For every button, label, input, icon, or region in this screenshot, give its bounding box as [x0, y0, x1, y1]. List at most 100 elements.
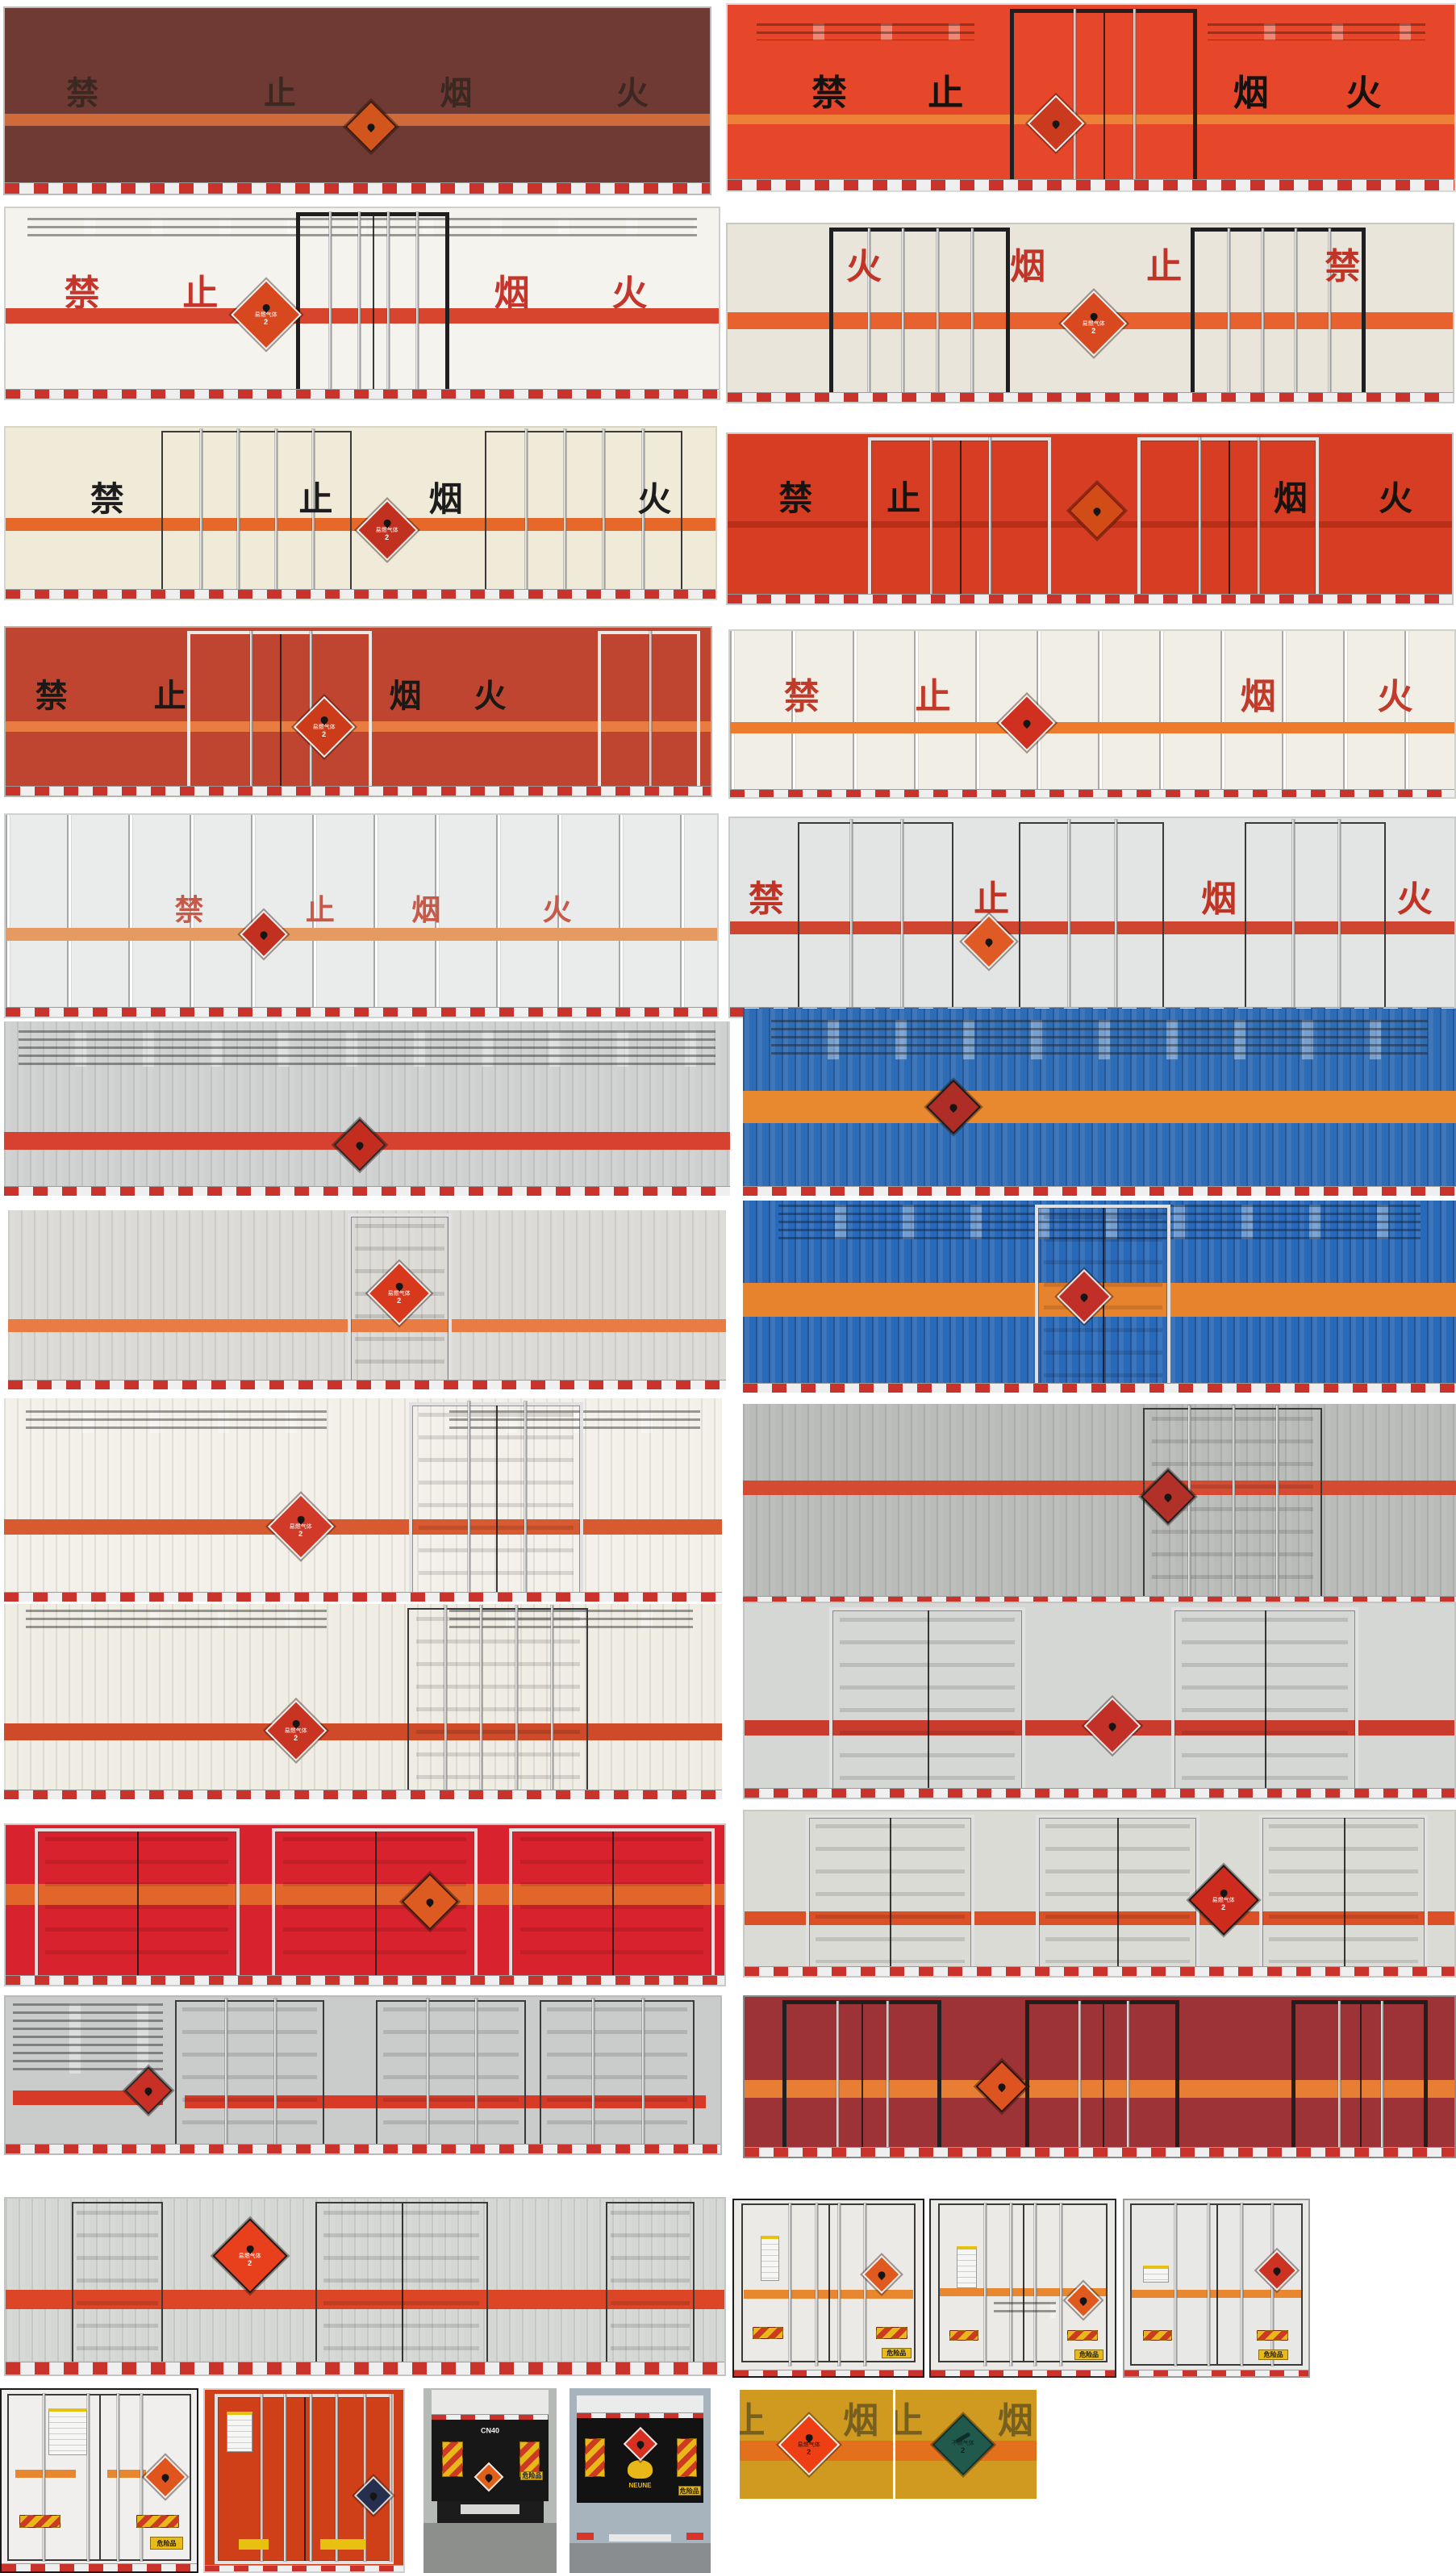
placard-content: 不燃气体 2 — [952, 2431, 974, 2454]
placard-content: 易燃气体 2 — [313, 714, 336, 737]
door-lock-rod — [310, 2393, 313, 2561]
door-seam — [279, 634, 282, 789]
cargo-door — [1259, 1815, 1429, 1973]
door-lock-rod — [284, 2393, 287, 2561]
door-lock-rod — [1257, 437, 1260, 600]
road — [569, 2543, 711, 2573]
door-lock-rod — [1380, 2001, 1383, 2153]
panel-text-character: 禁 — [778, 478, 813, 517]
panel-text-character: 烟 — [440, 75, 473, 111]
placard-content — [1162, 1491, 1174, 1502]
door-lock-rod — [837, 2203, 841, 2366]
panel-text-character: 禁 — [811, 73, 848, 114]
panel-text-character: 止 — [305, 892, 335, 926]
door-lock-rod — [312, 429, 315, 597]
cargo-door — [34, 1827, 240, 1982]
door-slats — [77, 2210, 158, 2363]
cargo-door — [1129, 2203, 1304, 2366]
reflective-strip — [4, 1790, 722, 1799]
door-lock-rod — [591, 1999, 594, 2152]
placard-content — [1091, 505, 1103, 516]
side-panel-2-left-white: 禁 止 烟 火易燃气体 2 — [4, 207, 720, 400]
door-lock-rod — [525, 429, 528, 597]
reflective-strip — [6, 2144, 720, 2153]
corrugation-texture — [743, 1404, 1456, 1606]
reflective-strip — [728, 179, 1454, 190]
hazard-stripe — [8, 1319, 726, 1332]
door-seam — [959, 441, 962, 597]
placard-content — [483, 2471, 494, 2483]
door-lock-rod — [1337, 820, 1341, 1015]
door-lock-rod — [1073, 9, 1076, 186]
reflective-strip — [5, 182, 710, 194]
door-lock-rod — [1240, 2203, 1243, 2366]
lock-rod-texture — [730, 631, 1454, 797]
panel-text-character: 止 — [974, 879, 1010, 919]
hazard-diamond-placard: 易燃气体 2 — [1060, 290, 1127, 357]
door-lock-rod — [515, 1606, 519, 1798]
hazard-diamond-placard — [1083, 1697, 1141, 1755]
chevron-marking — [1066, 2330, 1099, 2341]
placard-content: 易燃气体 2 — [1212, 1887, 1235, 1911]
side-panel-11-left-gray-louver — [4, 1995, 722, 2155]
door-seam — [828, 2205, 830, 2361]
placard-class-number: 2 — [1221, 1903, 1226, 1911]
door-lock-rod — [357, 212, 361, 395]
panel-text-character: 禁 — [66, 75, 99, 111]
placard-content — [160, 2471, 171, 2483]
side-panel-10-right-pale-doors: 易燃气体 2 — [743, 1810, 1456, 1978]
reflective-strip — [4, 1186, 730, 1196]
placard-class-number: 2 — [397, 1296, 402, 1305]
door-seam — [1343, 1818, 1345, 1969]
panel-text-character: 禁 — [783, 677, 820, 717]
door-slats — [547, 2007, 687, 2143]
door-seam — [1102, 2003, 1104, 2150]
tail-light — [686, 2532, 704, 2540]
door-lock-rod — [237, 429, 240, 597]
door-slats — [182, 2007, 317, 2143]
corrugation-texture — [4, 1398, 722, 1602]
cargo-door — [1291, 1999, 1428, 2154]
reflective-strip — [205, 2565, 403, 2571]
flame-icon — [319, 714, 330, 725]
reflective-strip — [6, 1975, 724, 1985]
hazard-stripe — [15, 2470, 76, 2479]
chevron-marking — [1142, 2330, 1173, 2341]
door-lock-rod — [249, 631, 252, 792]
placard-label: 易燃气体 — [285, 1727, 308, 1734]
louver-vent — [25, 1410, 327, 1433]
door-lock-rod — [87, 2393, 90, 2561]
reflective-strip — [6, 389, 719, 399]
reflective-strip — [728, 594, 1452, 604]
door-seam — [862, 2003, 864, 2150]
cargo-door — [295, 211, 449, 395]
side-panel-5-left-pale: 禁止烟火 — [4, 813, 719, 1018]
cargo-door — [1019, 820, 1164, 1015]
door-seam — [1022, 2205, 1024, 2361]
hazard-stripe — [730, 721, 1454, 734]
reflective-strip — [743, 1383, 1456, 1393]
panel-text-character: 烟 — [1233, 73, 1269, 114]
flame-icon — [366, 121, 377, 132]
hazard-stripe — [6, 928, 717, 942]
door-lock-rod — [1067, 820, 1070, 1015]
panel-text-character: 烟 — [389, 679, 422, 715]
cargo-door — [828, 1606, 1026, 1794]
document-holder — [1142, 2265, 1169, 2283]
chevron-marking — [136, 2515, 180, 2528]
door-lock-rod — [864, 2203, 867, 2366]
door-lock-rod — [1228, 228, 1231, 398]
hazard-diamond-placard: 易燃气体 2 — [778, 2413, 840, 2475]
door-lock-rod — [336, 2393, 339, 2561]
flame-icon — [1021, 717, 1033, 729]
door-lock-rod — [363, 2393, 366, 2561]
flame-icon — [1091, 505, 1103, 516]
panel-text-character: 禁 — [1325, 246, 1361, 286]
cargo-door — [174, 1999, 325, 2152]
chevron-marking — [19, 2515, 60, 2528]
panel-text-character: 火 — [1345, 73, 1382, 114]
placard-class-number: 2 — [806, 2447, 811, 2455]
tail-lift-step — [461, 2504, 519, 2514]
panel-text-character: 止 — [298, 480, 333, 519]
placard-content: 易燃气体 2 — [376, 517, 398, 541]
